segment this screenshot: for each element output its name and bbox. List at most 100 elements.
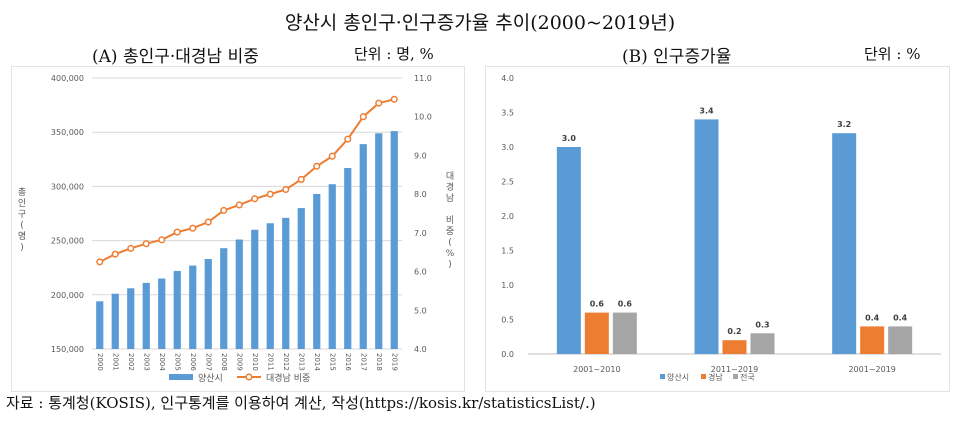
bar-2014 [313,193,321,349]
data-label: 0.6 [618,300,633,309]
y-tick-label: 150,000 [51,345,84,354]
legend-label: 경남 [708,372,723,382]
x-tick-label: 2008 [220,353,228,371]
data-label: 3.2 [837,120,851,129]
x-tick-label: 2018 [375,353,383,371]
bar-전국-2001~2019 [888,326,913,354]
x-tick-label: 2014 [313,353,321,371]
y2-axis-label-char: % [446,249,455,259]
x-tick-label: 2011 [266,353,274,371]
bar-2010 [251,229,259,349]
bar-경남-2001~2010 [584,312,609,354]
line-point-2012 [282,185,290,194]
x-tick-label: 2002 [127,353,135,371]
data-label: 0.6 [590,300,605,309]
x-tick-label: 2006 [189,353,197,371]
bar-2017 [359,144,367,349]
y-axis-label-char: ) [20,243,24,253]
bar-2003 [142,282,150,349]
y2-tick-label: 10.0 [414,113,432,122]
y-axis-label-char: 인 [18,198,26,209]
x-tick-label: 2004 [158,353,166,371]
line-point-2009 [235,201,243,209]
y2-tick-label: 9.0 [414,151,427,160]
bar-2004 [158,278,166,349]
x-tick-label: 2015 [328,353,336,371]
y-tick-label: 200,000 [51,291,84,300]
legend-swatch-marker [245,373,253,381]
data-label: 0.3 [755,320,769,329]
line-point-2013 [297,175,305,183]
y-tick-label: 2.5 [501,178,514,187]
y2-axis-label-char: 남 [446,193,454,204]
y2-tick-label: 8.0 [414,190,427,199]
legend-label: 양산시 [667,372,689,382]
y-tick-label: 1.0 [501,281,514,290]
bar-2005 [173,270,181,349]
line-point-2005 [173,228,181,236]
y2-axis-label-char: 경 [446,181,454,193]
x-tick-label: 2012 [282,353,290,371]
panel-b-unit: 단위 : % [864,45,921,63]
panel-a-subtitle: (A) 총인구·대경남 비중 [92,47,259,67]
line-point-2004 [158,236,166,244]
line-point-2014 [313,162,321,170]
x-tick-label: 2001~2019 [848,365,895,374]
x-tick-label: 2005 [173,353,181,371]
bar-전국-2001~2010 [612,312,637,354]
panel-b-subtitle: (B) 인구증가율 [622,47,732,67]
bar-경남-2001~2019 [860,326,885,354]
legend-swatch [733,374,738,379]
y-axis-label-char: 총 [18,187,26,198]
bar-2008 [220,248,228,349]
bar-2006 [189,265,197,349]
line-point-2007 [204,218,212,226]
y-tick-label: 1.5 [501,247,514,256]
bar-양산시-2011~2019 [694,119,719,355]
y-tick-label: 3.5 [501,109,514,118]
chart-b-panel: 0.0 0.5 1.0 1.5 2.0 2.5 3.0 3.5 4.0 3.0 0.6 0.6 2001… [485,66,950,392]
legend-label: 양산시 [198,373,223,384]
line-point-2010 [251,195,259,203]
data-label: 0.4 [893,313,908,322]
bar-2009 [235,239,243,349]
bar-2019 [390,131,398,349]
x-tick-label: 2011~2019 [711,365,758,374]
bar-2001 [111,293,119,349]
line-point-2015 [328,152,336,160]
x-tick-label: 2016 [344,353,352,371]
x-tick-label: 2000 [96,353,104,371]
y2-tick-label: 6.0 [414,268,427,277]
line-point-2011 [266,190,274,198]
y2-axis-label-char: ) [448,260,452,270]
x-tick-label: 2001 [111,353,119,371]
y2-axis-label-char: 대 [446,171,454,182]
bar-2011 [266,223,274,349]
chart-a-svg: 150,000 200,000 250,000 300,000 350,000 400,0… [18,74,455,384]
y-axis-label-char: 구 [18,209,26,220]
legend-swatch [660,374,665,379]
source-note: 자료 : 통계청(KOSIS), 인구통계를 이용하여 계산, 작성(https… [6,394,596,412]
y2-tick-label: 7.0 [414,229,427,238]
x-tick-label: 2017 [359,353,367,371]
legend-swatch-bar [169,374,193,380]
data-label: 3.0 [562,134,577,143]
bar-양산시-2001~2010 [556,147,581,354]
y-tick-label: 300,000 [51,182,84,191]
y-tick-label: 0.5 [501,316,514,325]
chart-b-svg: 0.0 0.5 1.0 1.5 2.0 2.5 3.0 3.5 4.0 3.0 0.6 0.6 2001… [501,74,941,382]
bar-2012 [282,217,290,349]
x-tick-label: 2009 [235,353,243,371]
line-point-2019 [390,95,398,103]
bar-2015 [328,184,336,349]
x-tick-label: 2003 [142,353,150,371]
y-tick-label: 4.0 [501,74,514,83]
y-tick-label: 250,000 [51,237,84,246]
legend-swatch [701,374,706,379]
y-axis-label-char: ( [20,221,24,231]
line-point-2003 [142,240,150,248]
y2-tick-label: 5.0 [414,306,427,315]
bar-2013 [297,208,305,349]
y2-axis-label-char: ( [448,238,452,248]
y2-tick-label: 4.0 [414,345,427,354]
